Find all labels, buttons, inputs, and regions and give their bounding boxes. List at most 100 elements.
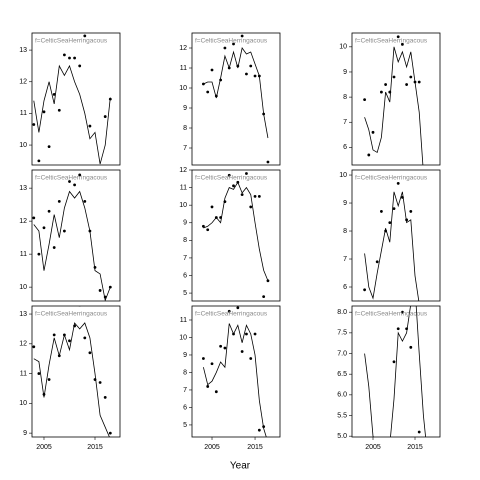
panel-frame <box>191 305 281 438</box>
series-line <box>203 181 269 281</box>
series-line <box>33 322 110 437</box>
data-point <box>206 385 210 388</box>
panel-label: f=CelticSeaHerringacous <box>195 311 268 318</box>
plot-area <box>364 306 426 437</box>
y-tick-label: 6 <box>343 144 347 151</box>
y-tick-label: 6 <box>343 284 347 291</box>
data-point <box>202 357 205 360</box>
y-tick-label: 5 <box>183 422 187 429</box>
plot-area <box>202 172 270 299</box>
plot-area <box>32 34 112 165</box>
y-tick-label: 11 <box>20 370 27 377</box>
data-point <box>47 209 51 213</box>
y-tick-label: 12 <box>19 341 27 348</box>
y-tick-label: 9 <box>23 430 27 437</box>
panel-label: f=CelticSeaHerringacous <box>35 38 108 45</box>
data-point <box>253 332 257 336</box>
data-point <box>62 53 66 57</box>
data-point <box>37 159 41 163</box>
series-line <box>364 46 424 165</box>
data-point <box>68 56 71 60</box>
data-point <box>380 210 383 213</box>
data-point <box>57 108 61 112</box>
data-point <box>240 193 244 197</box>
data-point <box>232 42 235 46</box>
data-point <box>47 378 51 381</box>
data-point <box>202 224 205 228</box>
data-point <box>32 216 36 220</box>
data-point <box>227 173 231 177</box>
y-tick-label: 9 <box>343 200 347 207</box>
data-point <box>262 295 266 299</box>
data-point <box>37 252 41 256</box>
data-point <box>405 83 409 86</box>
data-point <box>47 145 51 149</box>
y-tick-label: 5 <box>183 290 187 297</box>
data-point <box>253 194 257 198</box>
data-point <box>37 372 41 375</box>
y-tick-label: 13 <box>19 47 27 54</box>
panel-label: f=CelticSeaHerringacous <box>355 38 428 45</box>
plot-area <box>202 34 270 164</box>
y-tick-label: 8 <box>343 228 347 235</box>
data-point <box>210 362 214 366</box>
data-point <box>371 130 375 134</box>
y-tick-label: 10 <box>19 284 27 291</box>
data-point <box>103 115 107 118</box>
x-tick-label: 2005 <box>204 444 220 451</box>
data-point <box>103 396 107 399</box>
panel-label: f=CelticSeaHerringacous <box>35 175 108 182</box>
series-line <box>33 190 111 301</box>
data-point <box>227 309 231 313</box>
data-point <box>210 205 214 209</box>
data-point <box>367 153 371 157</box>
y-tick-label: 7 <box>183 255 187 262</box>
data-point <box>83 336 87 340</box>
data-point <box>78 64 82 68</box>
y-tick-label: 6 <box>183 404 187 411</box>
y-tick-label: 10 <box>179 85 187 92</box>
data-point <box>396 327 400 331</box>
y-tick-label: 12 <box>19 218 27 225</box>
y-tick-label: 7 <box>343 119 347 126</box>
y-tick-label: 11 <box>20 110 27 117</box>
y-tick-label: 9 <box>343 69 347 76</box>
data-point <box>392 360 396 364</box>
data-point <box>206 90 210 94</box>
panel-frame <box>31 305 121 438</box>
data-point <box>417 430 421 434</box>
data-point <box>88 124 92 128</box>
data-point <box>384 83 388 86</box>
panel-frame <box>191 32 281 166</box>
data-point <box>417 80 421 84</box>
series-line <box>33 64 111 165</box>
y-tick-label: 8 <box>183 125 187 132</box>
plot-area <box>202 306 267 437</box>
data-point <box>68 180 71 183</box>
y-tick-label: 12 <box>179 167 187 174</box>
x-axis-label: Year <box>230 461 251 472</box>
data-point <box>52 333 56 337</box>
y-tick-label: 7 <box>343 256 347 263</box>
y-tick-label: 11 <box>20 251 27 258</box>
data-point <box>32 123 36 126</box>
panel-label: f=CelticSeaHerringacous <box>355 175 428 182</box>
data-point <box>409 210 413 213</box>
x-tick-label: 2015 <box>407 444 423 451</box>
series-line <box>364 191 420 301</box>
y-tick-label: 12 <box>179 45 187 52</box>
y-tick-label: 12 <box>19 79 27 86</box>
data-point <box>214 390 218 394</box>
data-point <box>245 332 248 336</box>
data-point <box>210 68 214 72</box>
plot-area <box>32 306 112 437</box>
panel-label: f=CelticSeaHerringacous <box>355 311 428 318</box>
data-point <box>388 221 392 225</box>
data-point <box>52 246 56 249</box>
data-point <box>98 289 102 292</box>
data-point <box>249 357 253 360</box>
data-point <box>57 199 61 203</box>
data-point <box>232 184 235 188</box>
data-point <box>88 351 92 355</box>
